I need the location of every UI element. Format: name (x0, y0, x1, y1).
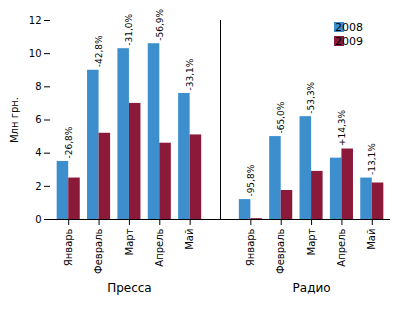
svg-text:Февраль: Февраль (275, 228, 286, 274)
svg-text:4: 4 (35, 147, 41, 158)
svg-text:0: 0 (35, 214, 41, 225)
svg-text:Январь: Январь (63, 228, 74, 266)
svg-text:8: 8 (35, 81, 41, 92)
svg-text:6: 6 (35, 114, 41, 125)
svg-text:-13,1%: -13,1% (367, 143, 377, 175)
svg-text:Январь: Январь (245, 228, 256, 266)
svg-text:10: 10 (29, 48, 42, 59)
svg-text:Млн грн.: Млн грн. (9, 97, 20, 143)
svg-text:Апрель: Апрель (336, 228, 347, 266)
svg-text:Март: Март (306, 228, 317, 255)
svg-text:2008: 2008 (335, 21, 363, 34)
svg-text:Пресса: Пресса (107, 281, 152, 295)
svg-text:-42,8%: -42,8% (94, 35, 104, 67)
svg-text:-53,3%: -53,3% (306, 81, 316, 113)
svg-text:Февраль: Февраль (93, 228, 104, 274)
svg-text:-31,0%: -31,0% (124, 13, 134, 45)
svg-text:+14,3%: +14,3% (337, 109, 347, 146)
svg-text:Апрель: Апрель (154, 228, 165, 266)
svg-text:Май: Май (184, 229, 195, 250)
svg-text:12: 12 (29, 15, 42, 26)
svg-text:2: 2 (35, 181, 41, 192)
svg-text:-26,8%: -26,8% (64, 126, 74, 158)
svg-text:-95,8%: -95,8% (246, 164, 256, 196)
svg-text:Май: Май (366, 229, 377, 250)
svg-text:2009: 2009 (335, 35, 363, 48)
svg-text:Радио: Радио (293, 281, 331, 295)
svg-text:Март: Март (124, 228, 135, 255)
svg-text:-33,1%: -33,1% (185, 58, 195, 90)
svg-text:-65,0%: -65,0% (276, 101, 286, 133)
svg-text:-56,9%: -56,9% (155, 8, 165, 40)
